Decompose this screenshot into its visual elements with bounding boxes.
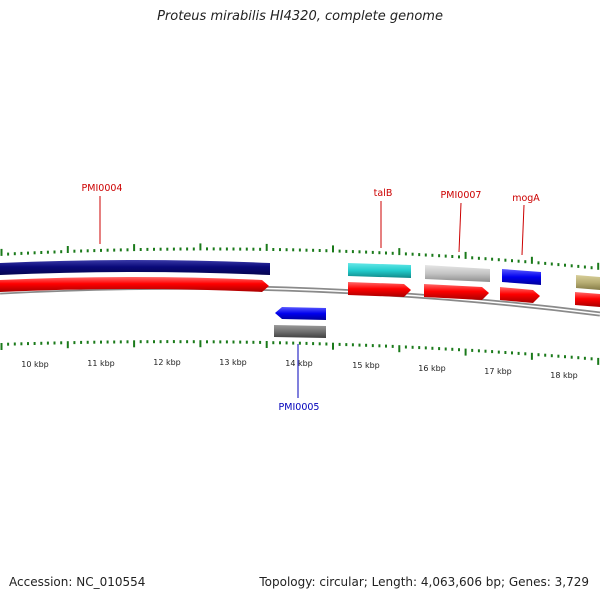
cds-arrow-pmi0005 <box>275 307 326 320</box>
gene-label-talb: talB <box>374 188 393 199</box>
feature-navy-pmi0004 <box>0 260 270 275</box>
cds-arrow-pmi0004 <box>0 277 269 292</box>
scale-label: 17 kbp <box>484 367 512 376</box>
feature-blue-moga <box>502 269 541 285</box>
feature-cyan-talb <box>348 263 411 278</box>
leader-line-moga <box>521 204 525 256</box>
cds-arrow-moga <box>500 287 540 303</box>
lower-tick-row <box>0 340 600 365</box>
feature-gray-pmi0005 <box>274 325 326 338</box>
feature-khaki-edge <box>576 275 600 290</box>
scale-label: 10 kbp <box>21 360 49 369</box>
scale-label: 18 kbp <box>550 371 578 380</box>
cds-arrow-pmi0007 <box>424 284 489 300</box>
scale-label: 13 kbp <box>219 358 247 367</box>
cds-arrow-talb <box>348 282 411 297</box>
map-title: Proteus mirabilis HI4320, complete genom… <box>157 9 443 24</box>
scale-label: 14 kbp <box>285 359 313 368</box>
cds-arrow-edge <box>575 292 600 307</box>
scale-label: 16 kbp <box>418 364 446 373</box>
upper-tick-row <box>0 243 600 270</box>
scale-label: 11 kbp <box>87 359 115 368</box>
gene-label-pmi0004: PMI0004 <box>82 183 123 194</box>
genome-summary: Topology: circular; Length: 4,063,606 bp… <box>259 575 589 589</box>
feature-gray-pmi0007 <box>425 265 490 282</box>
leader-line-pmi0007 <box>458 202 462 253</box>
gene-label-pmi0005: PMI0005 <box>279 402 320 413</box>
scale-label: 12 kbp <box>153 358 181 367</box>
gene-label-pmi0007: PMI0007 <box>441 190 482 201</box>
scale-label: 15 kbp <box>352 361 380 370</box>
accession-label: Accession: NC_010554 <box>9 575 146 589</box>
gene-label-moga: mogA <box>512 193 540 204</box>
